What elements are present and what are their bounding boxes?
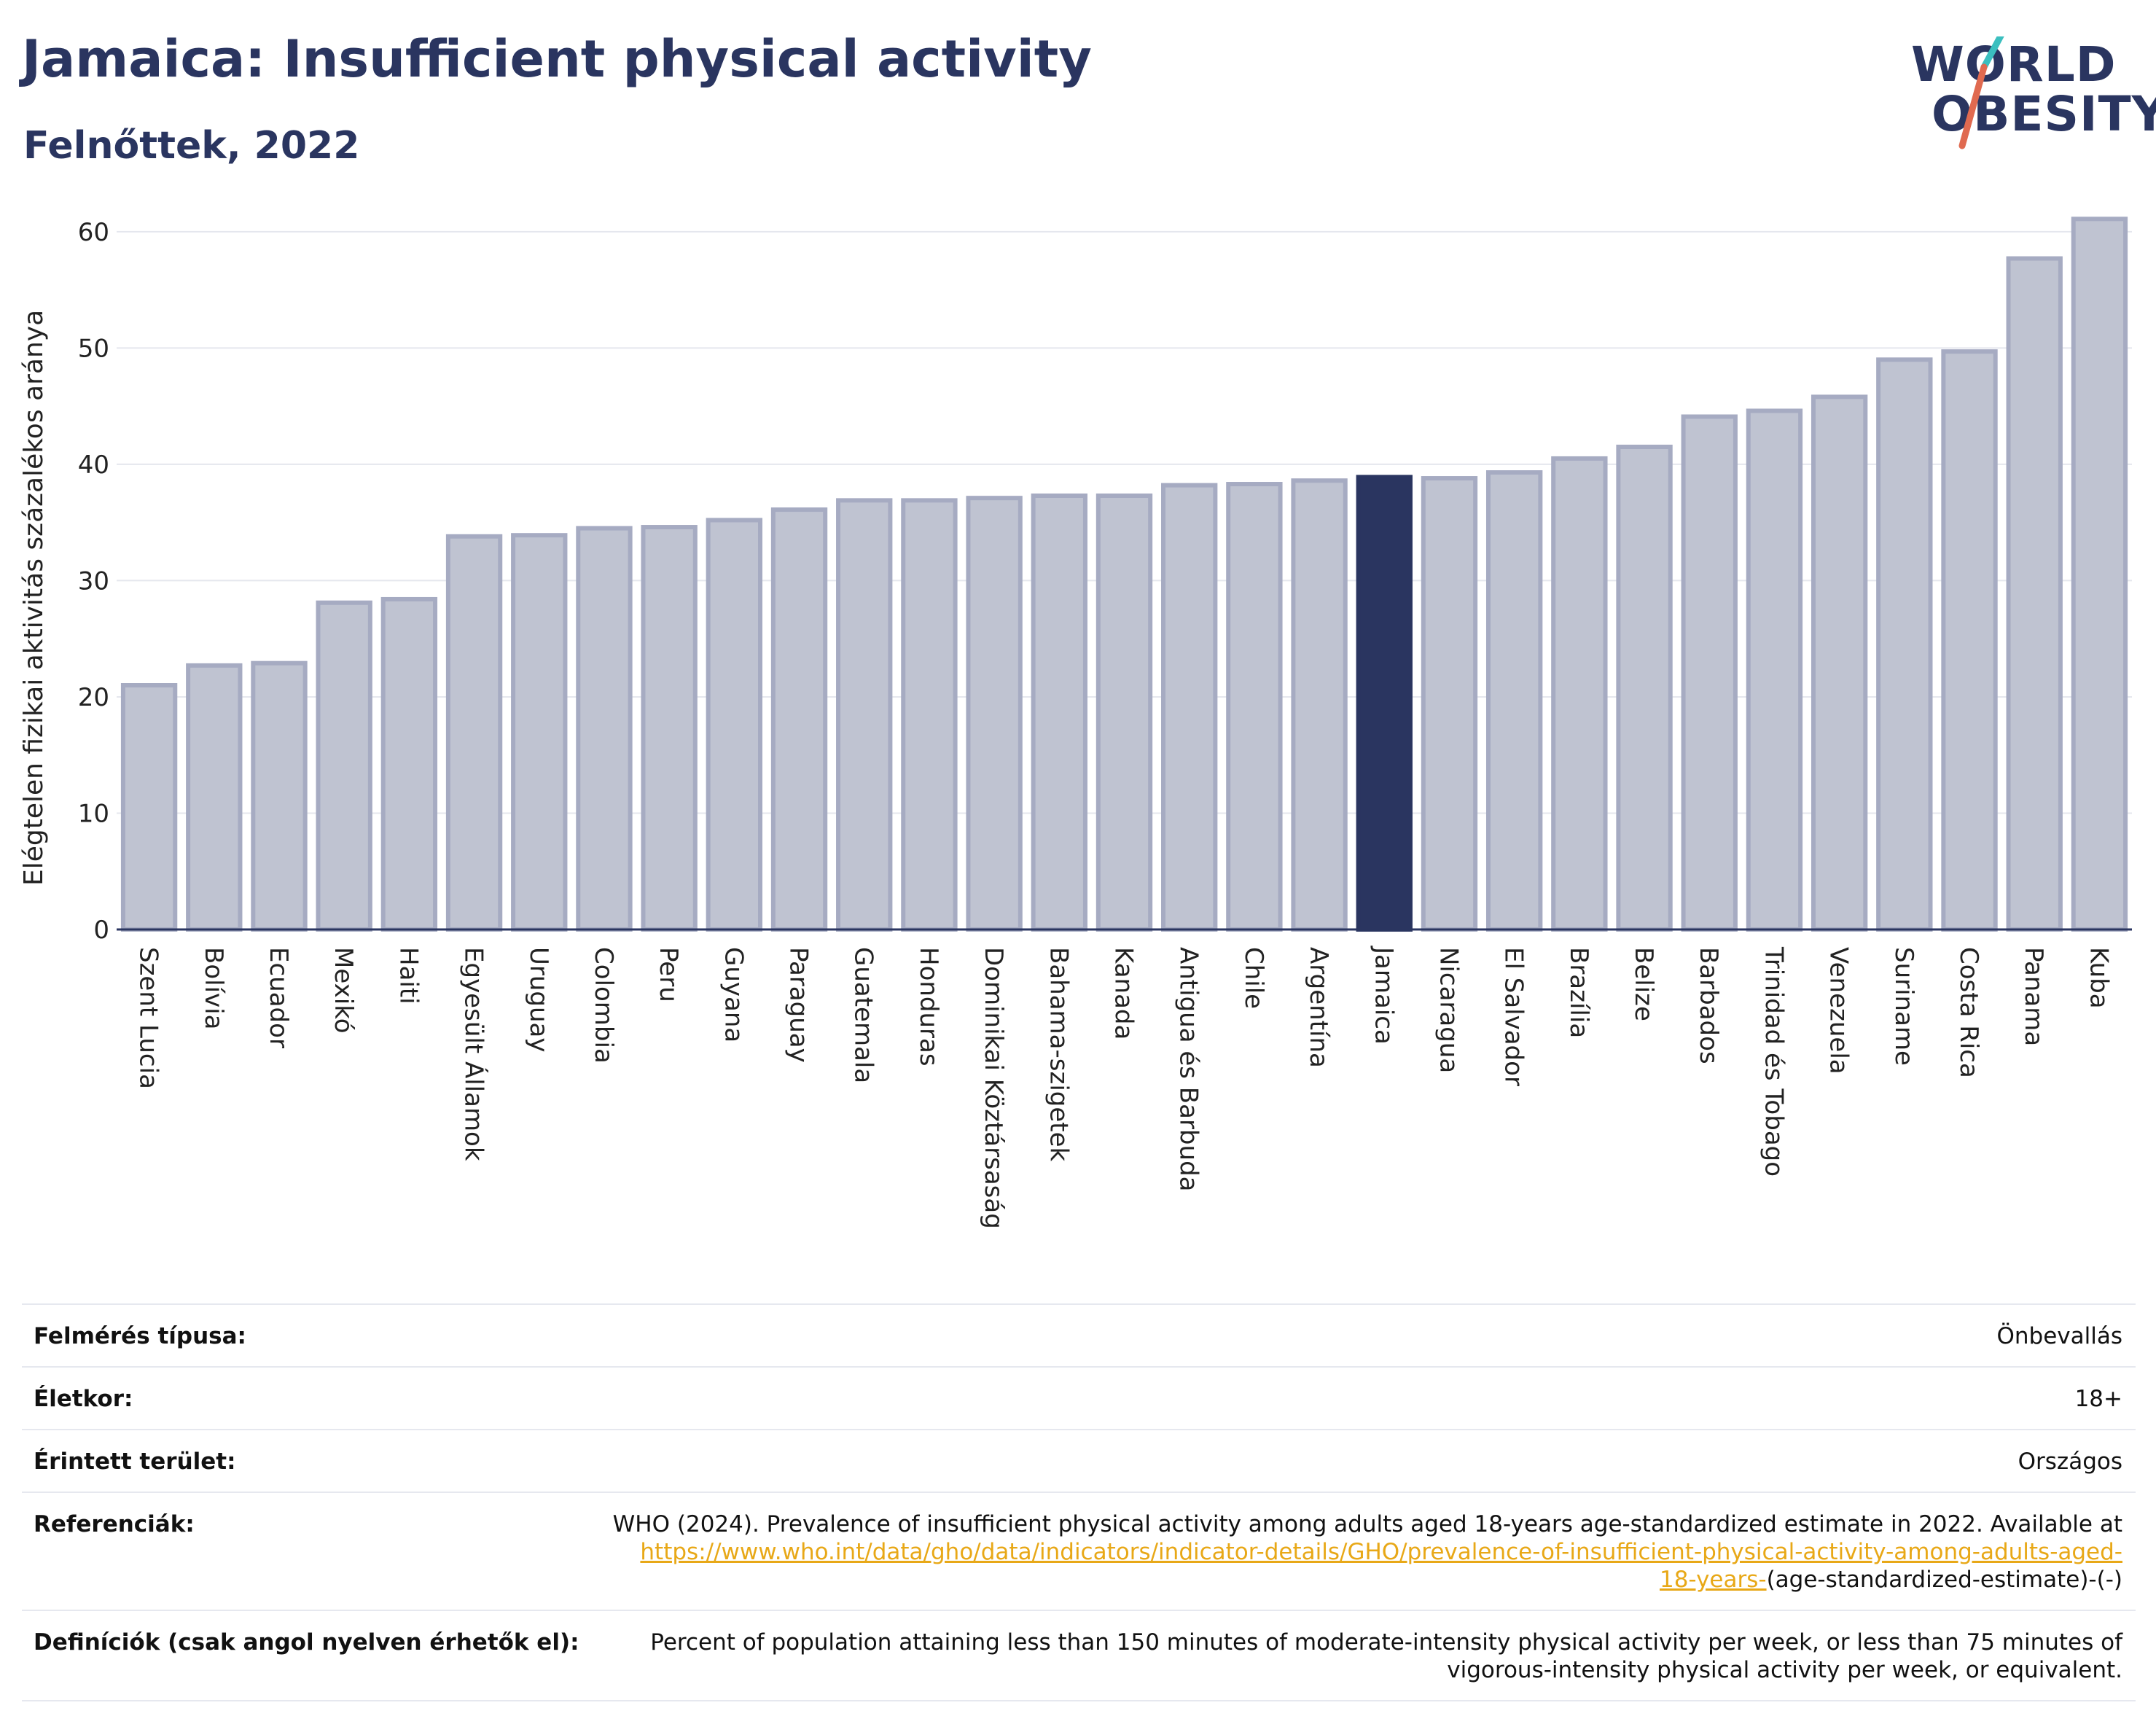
bar-4	[380, 596, 438, 932]
bar-12	[901, 498, 958, 932]
bar-0	[120, 683, 178, 932]
x-tick-label: Suriname	[1889, 947, 1918, 1066]
bar-26	[1811, 394, 1868, 932]
x-tick-label: Barbados	[1694, 947, 1723, 1064]
bar-22	[1551, 456, 1608, 932]
bar-8	[641, 525, 698, 932]
info-row-survey-type: Felmérés típusa: Önbevallás	[22, 1303, 2136, 1367]
definitions-value: Percent of population attaining less tha…	[601, 1610, 2136, 1701]
x-tick-label: Dominikai Köztársaság	[979, 947, 1008, 1229]
age-label: Életkor:	[22, 1366, 601, 1430]
survey-type-value: Önbevallás	[601, 1303, 2136, 1367]
x-tick-label: Venezuela	[1824, 947, 1854, 1075]
x-tick-label: Peru	[654, 947, 683, 1002]
bar-19	[1356, 475, 1413, 932]
definitions-label: Definíciók (csak angol nyelven érhetők e…	[22, 1610, 601, 1701]
x-tick-label: Uruguay	[524, 947, 553, 1053]
bar-1	[186, 663, 243, 932]
bar-20	[1421, 476, 1478, 932]
bar-chart: 0 10 20 30 40 50 60 Szent Lucia Bolívia Ecuador Me…	[78, 217, 2132, 1229]
y-tick-label: 10	[78, 799, 109, 828]
x-tick-label: Bahama-szigetek	[1044, 947, 1073, 1162]
x-tick-label: Guyana	[719, 947, 748, 1042]
info-row-area: Érintett terület: Országos	[22, 1429, 2136, 1492]
bar-10	[770, 507, 828, 932]
bar-3	[316, 600, 372, 932]
y-tick-label: 40	[78, 451, 109, 480]
x-tick-label: Guatemala	[849, 947, 878, 1083]
x-tick-label: Trinidad és Tobago	[1759, 946, 1788, 1177]
x-tick-label: Colombia	[589, 947, 618, 1064]
chart-subtitle: Felnőttek, 2022	[23, 124, 360, 168]
info-row-references: Referenciák: WHO (2024). Prevalence of i…	[22, 1492, 2136, 1610]
y-tick-label: 60	[78, 218, 109, 247]
y-tick-label: 20	[78, 683, 109, 712]
bar-11	[836, 498, 893, 932]
bar-21	[1485, 470, 1543, 932]
bar-7	[576, 526, 633, 932]
references-label: Referenciák:	[22, 1492, 601, 1610]
area-value: Országos	[601, 1429, 2136, 1492]
y-tick-label: 50	[78, 334, 109, 363]
x-tick-label: El Salvador	[1499, 947, 1528, 1086]
y-tick-label: 30	[78, 566, 109, 596]
x-tick-label: Paraguay	[784, 947, 813, 1063]
bar-30	[2071, 217, 2128, 932]
bar-14	[1031, 493, 1087, 932]
x-tick-label: Szent Lucia	[134, 947, 163, 1089]
bar-13	[966, 496, 1023, 932]
x-tick-label: Mexikó	[329, 947, 358, 1034]
bar-24	[1681, 414, 1738, 932]
x-tick-label: Kuba	[2084, 947, 2113, 1009]
bar-29	[2006, 256, 2063, 932]
x-tick-label: Bolívia	[199, 947, 228, 1029]
bar-6	[511, 533, 568, 932]
x-tick-label: Haiti	[394, 947, 423, 1005]
bar-5	[445, 534, 503, 932]
age-value: 18+	[601, 1366, 2136, 1430]
bar-2	[251, 660, 308, 932]
info-table: Felmérés típusa: Önbevallás Életkor: 18+…	[22, 1303, 2136, 1701]
x-tick-label: Jamaica	[1369, 946, 1398, 1045]
x-tick-label: Kanada	[1109, 947, 1138, 1040]
x-tick-label: Argentína	[1304, 947, 1333, 1068]
x-tick-label: Ecuador	[264, 947, 293, 1048]
x-tick-label: Nicaragua	[1434, 947, 1463, 1073]
x-tick-label: Honduras	[914, 947, 943, 1067]
bar-15	[1095, 493, 1153, 932]
bar-17	[1226, 482, 1283, 932]
bar-25	[1746, 408, 1803, 932]
x-tick-label: Antigua és Barbuda	[1174, 947, 1203, 1191]
references-link[interactable]: https://www.who.int/data/gho/data/indica…	[640, 1539, 2122, 1593]
info-row-definitions: Definíciók (csak angol nyelven érhetők e…	[22, 1610, 2136, 1701]
logo-line1: WORLD	[1911, 36, 2117, 93]
y-tick-label: 0	[93, 916, 109, 945]
bar-18	[1291, 478, 1348, 932]
references-suffix: (age-standardized-estimate)-(-)	[1766, 1567, 2122, 1593]
bar-27	[1876, 357, 1933, 932]
survey-type-label: Felmérés típusa:	[22, 1303, 601, 1367]
bar-16	[1161, 483, 1218, 932]
info-row-age: Életkor: 18+	[22, 1366, 2136, 1430]
world-obesity-logo[interactable]: WORLD OBESITY	[1902, 36, 2156, 153]
bar-9	[706, 518, 763, 932]
references-text: WHO (2024). Prevalence of insufficient p…	[612, 1511, 2122, 1537]
bar-28	[1941, 349, 1998, 932]
references-value: WHO (2024). Prevalence of insufficient p…	[601, 1492, 2136, 1610]
x-tick-label: Chile	[1239, 947, 1268, 1009]
x-tick-label: Belize	[1629, 947, 1658, 1021]
x-tick-label: Brazília	[1564, 947, 1593, 1038]
x-tick-label: Panama	[2019, 947, 2048, 1046]
chart-title: Jamaica: Insufficient physical activity	[22, 29, 1092, 89]
area-label: Érintett terület:	[22, 1429, 601, 1492]
logo-slash-icon	[1958, 36, 2004, 149]
bar-23	[1616, 444, 1673, 932]
x-tick-label: Costa Rica	[1954, 947, 1983, 1078]
x-tick-label: Egyesült Államok	[459, 947, 489, 1161]
